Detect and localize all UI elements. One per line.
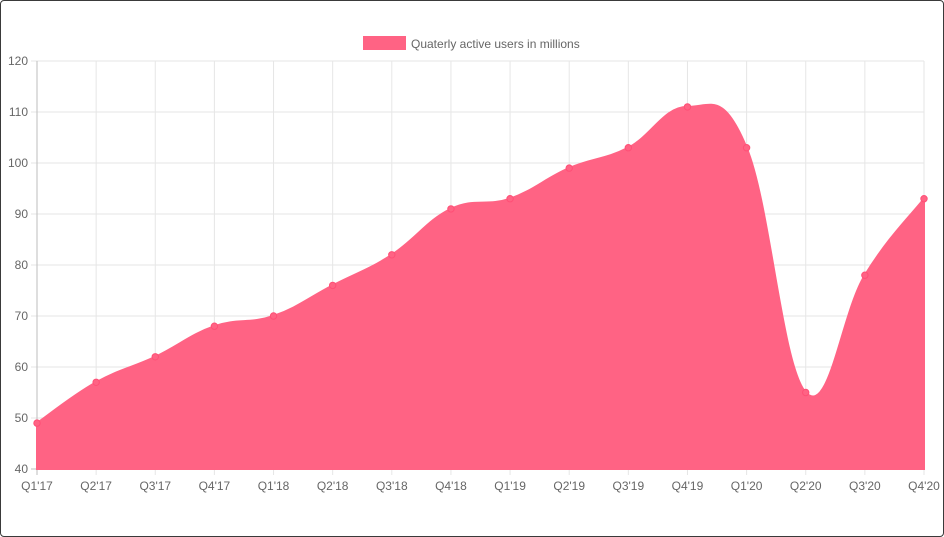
data-point[interactable] [33,419,41,427]
y-axis-ticks: 120 110 100 90 80 70 60 50 40 [8,54,28,476]
y-tick-label: 120 [8,54,28,68]
data-point[interactable] [861,271,869,279]
x-tick-label: Q4'19 [672,479,704,493]
data-point[interactable] [624,144,633,152]
y-tick-label: 110 [9,105,28,119]
data-point[interactable] [506,195,514,203]
y-tick-label: 80 [15,258,29,272]
x-tick-label: Q1'20 [731,479,763,493]
data-point[interactable] [565,164,573,172]
y-tick-label: 70 [15,309,29,323]
x-tick-label: Q2'17 [80,479,112,493]
data-point[interactable] [269,312,278,320]
x-tick-label: Q4'17 [199,479,231,493]
data-point[interactable] [151,353,159,361]
series-area [36,103,925,470]
x-tick-label: Q2'20 [790,479,822,493]
y-tick-label: 100 [8,156,28,170]
data-points [33,103,928,427]
x-tick-label: Q3'18 [376,479,408,493]
legend[interactable]: Quaterly active users in millions [363,36,580,51]
data-point[interactable] [210,322,219,330]
x-tick-label: Q2'19 [553,479,585,493]
x-tick-label: Q3'19 [613,479,645,493]
data-point[interactable] [447,205,455,213]
data-point[interactable] [683,103,692,111]
x-tick-label: Q4'20 [908,479,940,493]
x-tick-label: Q3'17 [139,479,171,493]
x-tick-label: Q2'18 [317,479,349,493]
y-tick-label: 90 [15,207,29,221]
x-tick-label: Q4'18 [435,479,467,493]
x-tick-label: Q1'19 [494,479,526,493]
x-tick-label: Q1'17 [21,479,53,493]
legend-label[interactable]: Quaterly active users in millions [411,37,580,51]
legend-swatch[interactable] [363,36,406,50]
x-tick-label: Q3'20 [849,479,881,493]
data-point[interactable] [802,388,810,397]
data-point[interactable] [742,144,751,152]
data-point[interactable] [92,378,100,386]
x-axis-ticks: Q1'17 Q2'17 Q3'17 Q4'17 Q1'18 Q2'18 Q3'18 Q4'18… [21,479,940,493]
y-tick-label: 60 [15,360,29,374]
data-point[interactable] [328,281,337,290]
data-point[interactable] [388,251,396,259]
data-point[interactable] [920,195,928,203]
x-tick-label: Q1'18 [258,479,290,493]
series-area-layer [36,103,925,470]
y-tick-label: 40 [15,462,29,476]
y-tick-label: 50 [15,411,29,425]
